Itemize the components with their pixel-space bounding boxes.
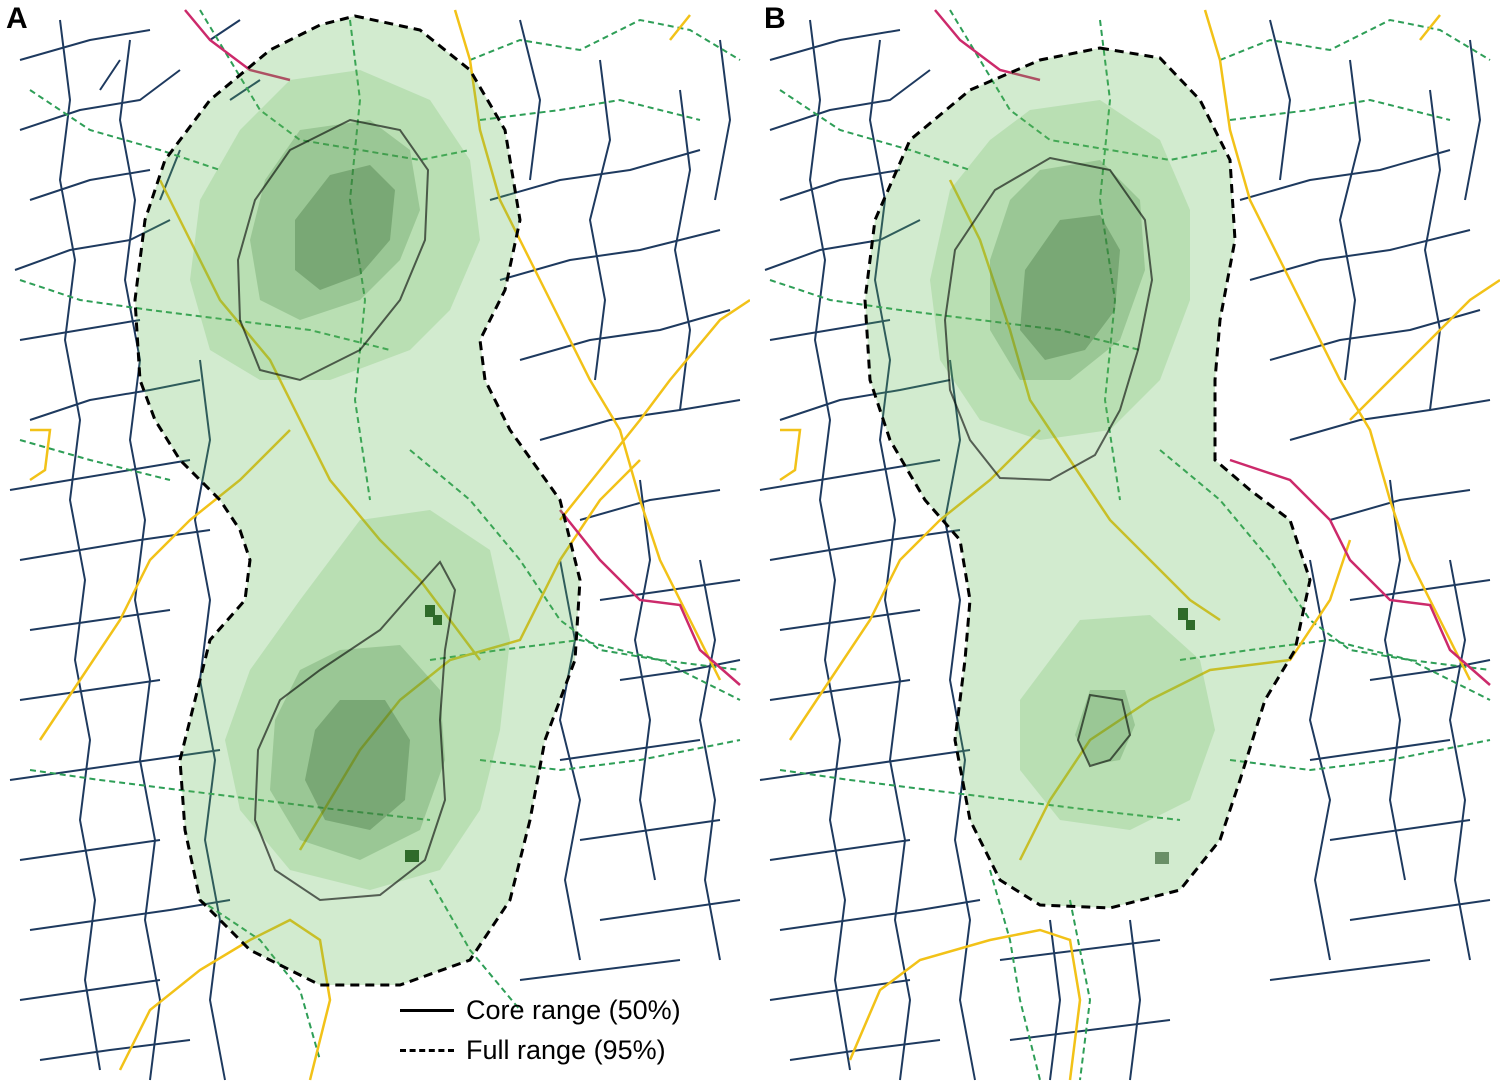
- minor-road-network: [779, 9, 1500, 1081]
- footpath-network: [19, 9, 741, 1061]
- building-markers: [1155, 608, 1195, 864]
- hedgerow-network: [759, 19, 1491, 1081]
- kde-band-3: [225, 510, 510, 890]
- full-range-outline: [133, 14, 582, 987]
- panel-label-b: B: [764, 2, 786, 35]
- major-road: [934, 9, 1491, 686]
- building-markers: [405, 605, 442, 862]
- dashed-line-swatch: [400, 1048, 454, 1052]
- core-range-outline: [236, 118, 457, 902]
- kde-band-3: [1020, 615, 1215, 830]
- map-panel-b: B: [750, 0, 1500, 1088]
- major-road: [184, 9, 741, 686]
- kde-band-6: [295, 165, 395, 290]
- kde-band-4: [990, 160, 1145, 380]
- map-panel-a: A Core range (50%) Full range (95%): [6, 2, 750, 1081]
- map-legend: Core range (50%) Full range (95%): [400, 990, 730, 1070]
- legend-core-label: Core range (50%): [466, 994, 681, 1025]
- full-range-outline: [863, 46, 1312, 910]
- kde-band-1: [135, 16, 580, 985]
- solid-line-swatch: [400, 1008, 454, 1012]
- footpath-network: [769, 9, 1491, 1081]
- legend-core-entry: Core range (50%): [400, 990, 730, 1030]
- kde-band-5: [270, 645, 445, 860]
- kde-band-1: [865, 48, 1310, 908]
- legend-full-label: Full range (95%): [466, 1034, 666, 1065]
- kde-band-2: [930, 100, 1190, 440]
- map-b-svg: [759, 9, 1500, 1081]
- panel-label-a: A: [6, 2, 28, 35]
- kde-band-4: [250, 120, 420, 320]
- map-a-svg: [9, 9, 750, 1081]
- core-range-outline: [943, 156, 1154, 768]
- kde-band-7: [305, 700, 410, 830]
- kde-band-2: [190, 70, 480, 380]
- kde-density-layers: [135, 16, 580, 985]
- kde-band-5: [1020, 215, 1120, 360]
- hedgerow-network: [9, 19, 741, 1081]
- kde-density-layers: [865, 48, 1310, 908]
- legend-full-entry: Full range (95%): [400, 1030, 730, 1070]
- minor-road-network: [29, 9, 750, 1081]
